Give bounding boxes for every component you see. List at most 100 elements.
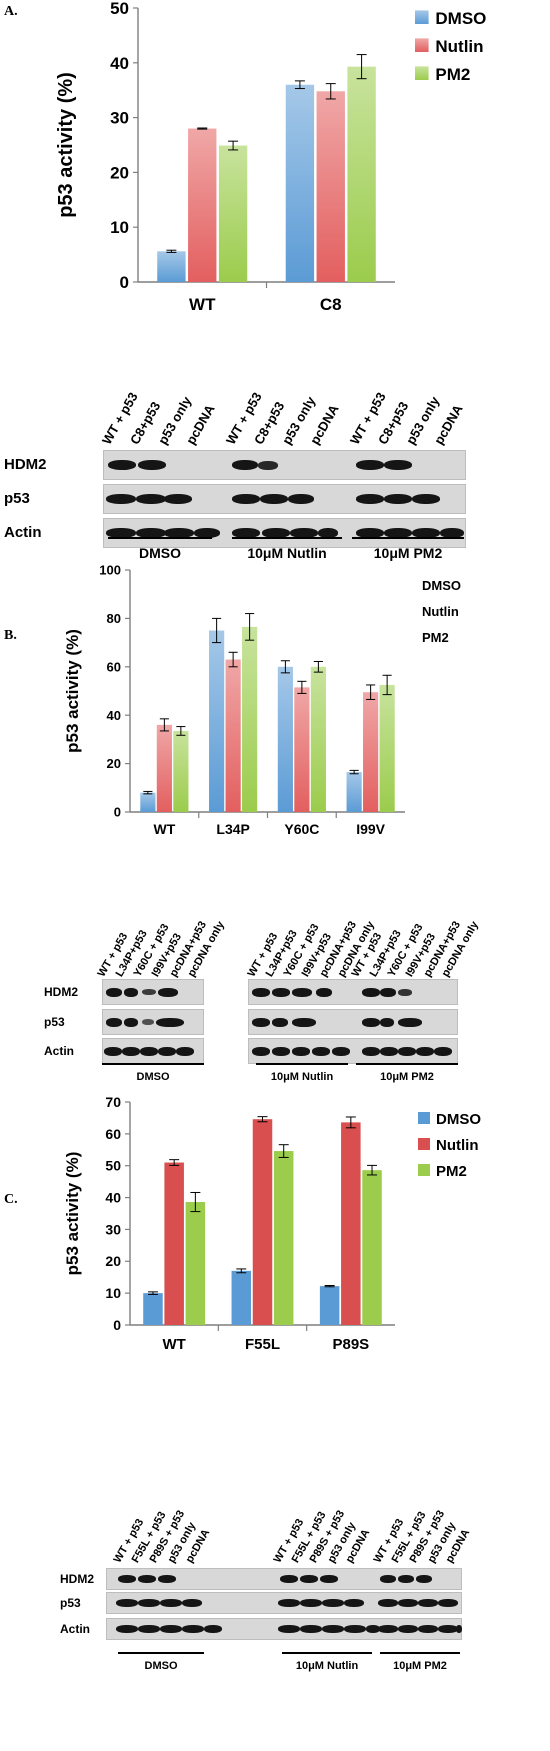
band	[416, 1046, 434, 1056]
band	[108, 460, 136, 470]
band	[160, 1625, 182, 1633]
group-label: DMSO	[139, 545, 181, 561]
legend-label-pm2: PM2	[422, 630, 449, 645]
y-tick-label: 60	[107, 659, 121, 674]
bar-nutlin-p89s	[341, 1122, 361, 1325]
western-blot-b: WT + p53 L34P+p53 Y60C + p53 I99V+p53 pcDNA+…	[0, 919, 550, 1175]
group-label: DMSO	[136, 1071, 170, 1083]
band	[300, 1625, 322, 1633]
error-bar	[176, 726, 186, 736]
legend-label-nutlin: Nutlin	[422, 604, 459, 619]
y-tick-label: 10	[110, 218, 129, 237]
band	[138, 460, 166, 470]
bar-dmso-p89s	[319, 1286, 340, 1325]
band	[252, 1017, 270, 1027]
band	[398, 1599, 418, 1607]
western-blot-a: WT + p53 C8+p53 p53 only pcDNA WT + p53 C8+p5…	[0, 390, 550, 620]
chart-c: 0 10 20 30 40 50 60 70 p53 activity (%) WT F55L P89…	[63, 1094, 481, 1353]
bar-nutlin-l34p	[225, 659, 241, 812]
band	[290, 528, 318, 538]
band	[106, 1017, 122, 1027]
band	[316, 987, 332, 997]
bar-pm2-wt	[185, 1202, 206, 1325]
x-category-label: WT	[153, 821, 175, 837]
band	[204, 1625, 222, 1633]
error-bar	[245, 613, 255, 641]
band	[318, 528, 338, 538]
group-underline	[352, 537, 464, 539]
band	[232, 528, 260, 538]
bar-nutlin-i99v	[363, 692, 379, 812]
band	[366, 1625, 380, 1633]
panel-b-letter: B.	[4, 628, 17, 643]
band	[142, 1019, 154, 1025]
x-category-label: WT	[189, 295, 216, 314]
band	[398, 1625, 418, 1633]
band	[136, 528, 166, 538]
error-bar	[356, 54, 367, 80]
band	[416, 1575, 432, 1583]
bar-nutlin-c8	[316, 91, 345, 283]
group-underline	[256, 1063, 348, 1065]
group-label: 10μM Nutlin	[270, 1071, 334, 1083]
error-bar	[325, 83, 336, 100]
error-bar	[294, 80, 305, 90]
band	[380, 1575, 396, 1583]
legend-label-pm2: PM2	[436, 1163, 467, 1180]
y-tick-label: 60	[105, 1126, 121, 1142]
band	[158, 1046, 176, 1056]
bar-nutlin-wt	[156, 724, 172, 812]
y-tick-label: 10	[105, 1285, 121, 1301]
band	[182, 1625, 204, 1633]
row-label-actin: Actin	[44, 1043, 74, 1058]
band	[140, 1046, 158, 1056]
group-underline	[118, 1652, 204, 1654]
bar-dmso-y60c	[277, 666, 293, 812]
y-tick-label: 30	[105, 1221, 121, 1237]
band	[418, 1599, 438, 1607]
band	[322, 1625, 344, 1633]
band	[232, 460, 258, 470]
row-label-hdm2: HDM2	[44, 984, 79, 999]
bar-nutlin-wt	[188, 128, 217, 282]
band	[378, 1625, 398, 1633]
group-label: 10μM Nutlin	[295, 1660, 359, 1672]
bar-dmso-wt	[157, 251, 186, 282]
error-bar	[147, 1291, 158, 1295]
bar-nutlin-y60c	[294, 687, 310, 812]
error-bar	[278, 1144, 289, 1158]
group-underline	[232, 537, 342, 539]
error-bar	[197, 127, 208, 130]
y-tick-label: 100	[99, 563, 121, 578]
band	[440, 528, 464, 538]
y-tick-label: 70	[105, 1094, 121, 1110]
band	[356, 460, 384, 470]
x-category-label: I99V	[356, 821, 385, 837]
x-category-label: C8	[320, 295, 342, 314]
bar-dmso-wt	[140, 792, 156, 812]
band	[272, 987, 290, 997]
bar-dmso-wt	[143, 1293, 163, 1325]
band	[378, 1599, 398, 1607]
band	[418, 1625, 438, 1633]
legend-label-dmso: DMSO	[422, 578, 461, 593]
band	[142, 989, 156, 995]
error-bar	[297, 680, 307, 694]
row-label-hdm2: HDM2	[4, 456, 47, 473]
band	[138, 1599, 160, 1607]
band	[356, 528, 384, 538]
band	[362, 1046, 380, 1056]
chart-b: 0 20 40 60 80 100 p53 activity (%) WT L34P Y60C I9…	[63, 563, 461, 837]
band	[438, 1599, 458, 1607]
error-bar	[228, 140, 239, 151]
y-tick-label: 0	[114, 805, 121, 820]
legend-label-nutlin: Nutlin	[436, 1137, 479, 1154]
bar-pm2-c8	[347, 66, 376, 282]
legend-label-pm2: PM2	[435, 65, 470, 84]
band	[164, 528, 194, 538]
error-bar	[159, 718, 169, 732]
legend-swatch-nutlin	[415, 38, 429, 52]
band	[164, 494, 192, 504]
bar-dmso-l34p	[209, 630, 225, 812]
band	[278, 1599, 300, 1607]
